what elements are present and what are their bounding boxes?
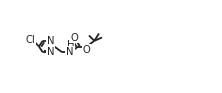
Text: N: N: [47, 36, 54, 46]
Text: N: N: [66, 47, 73, 57]
Text: O: O: [70, 33, 78, 43]
Text: O: O: [83, 45, 91, 55]
Text: H: H: [67, 40, 74, 50]
Text: Cl: Cl: [26, 35, 36, 45]
Text: N: N: [47, 47, 54, 57]
